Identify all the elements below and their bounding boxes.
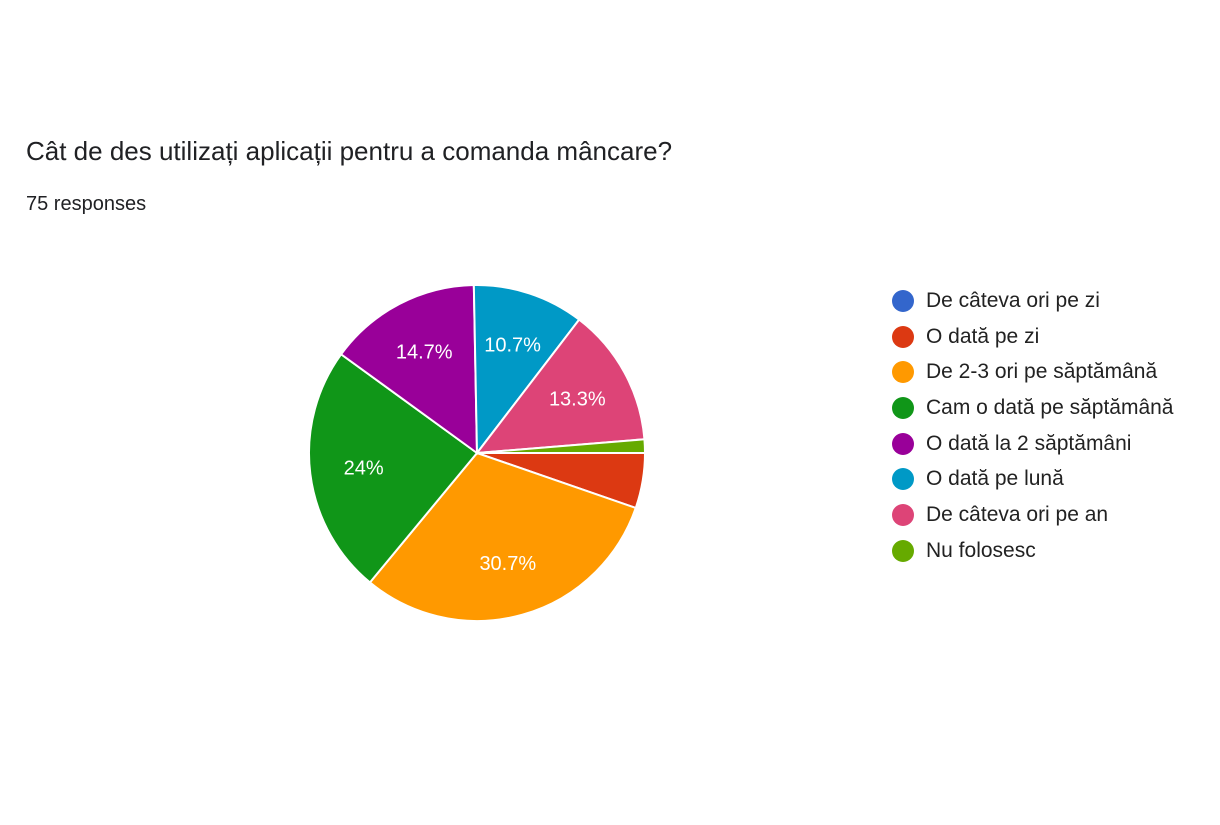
- legend-item[interactable]: Nu folosesc: [892, 533, 1212, 569]
- pie-slice[interactable]: [476, 438, 647, 454]
- legend-label: O dată la 2 săptămâni: [926, 431, 1132, 455]
- legend-swatch: [892, 539, 914, 562]
- legend-swatch: [892, 432, 914, 455]
- legend-swatch: [892, 503, 914, 526]
- chart-title: Cât de des utilizați aplicații pentru a …: [26, 136, 673, 166]
- legend-label: De câteva ori pe an: [926, 502, 1109, 526]
- response-count: 75 responses: [26, 193, 147, 215]
- legend-label: De câteva ori pe zi: [926, 288, 1100, 312]
- legend-swatch: [892, 468, 914, 491]
- slice-data-label: 10.7%: [484, 335, 541, 357]
- legend-item[interactable]: Cam o dată pe săptămână: [892, 390, 1212, 426]
- slice-data-label: 24%: [344, 457, 384, 479]
- legend-swatch: [892, 325, 914, 348]
- legend-label: O dată pe lună: [926, 467, 1064, 491]
- pie-slice[interactable]: [368, 451, 638, 623]
- legend-item[interactable]: De câteva ori pe an: [892, 497, 1212, 533]
- legend-item[interactable]: O dată pe zi: [892, 319, 1212, 355]
- legend-label: Cam o dată pe săptămână: [926, 395, 1174, 419]
- legend-item[interactable]: O dată pe lună: [892, 461, 1212, 497]
- legend-swatch: [892, 396, 914, 419]
- pie-slice[interactable]: [474, 318, 646, 455]
- pie-slice[interactable]: [307, 352, 479, 584]
- slice-data-label: 30.7%: [479, 553, 536, 575]
- legend-swatch: [892, 289, 914, 312]
- legend-label: Nu folosesc: [926, 538, 1036, 562]
- chart-legend: De câteva ori pe zi O dată pe zi De 2-3 or…: [892, 283, 1212, 569]
- legend-item[interactable]: De 2-3 ori pe săptămână: [892, 354, 1212, 390]
- legend-swatch: [892, 361, 914, 384]
- slice-data-label: 13.3%: [549, 388, 606, 410]
- legend-label: O dată pe zi: [926, 324, 1040, 348]
- legend-item[interactable]: De câteva ori pe zi: [892, 283, 1212, 319]
- slice-data-label: 14.7%: [396, 342, 453, 364]
- legend-item[interactable]: O dată la 2 săptămâni: [892, 426, 1212, 462]
- pie-slice[interactable]: [472, 284, 581, 456]
- pie-slice[interactable]: [339, 284, 479, 455]
- legend-label: De 2-3 ori pe săptămână: [926, 360, 1158, 384]
